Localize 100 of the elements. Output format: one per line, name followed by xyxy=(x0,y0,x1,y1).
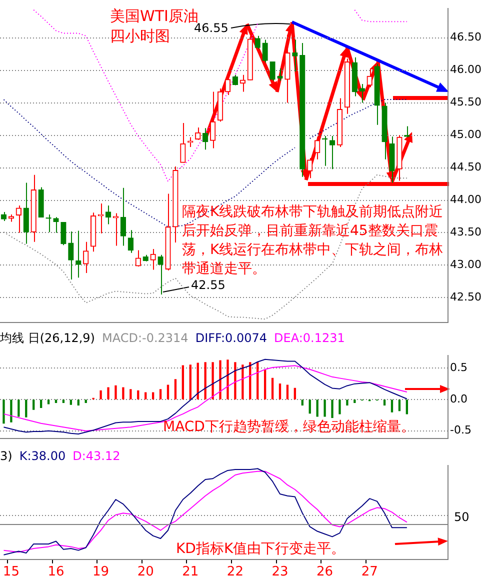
annotation: 隔夜K线跌破布林带下轨触及前期低点附近后开始反弹，目前重新靠近45整数关口震荡，K线运行在布林带中、下轨之间，布林带通道走平。 xyxy=(182,203,444,279)
bar xyxy=(144,392,147,400)
bar xyxy=(130,389,132,400)
bar xyxy=(271,378,274,400)
candlestick xyxy=(53,216,59,234)
x-tick-label: 15 xyxy=(2,564,20,580)
candlestick xyxy=(366,68,372,88)
candlestick xyxy=(180,122,186,164)
bar xyxy=(40,400,42,408)
bar xyxy=(2,400,5,424)
y-tick-label: 43.50 xyxy=(450,226,482,239)
bar xyxy=(278,384,282,400)
bar xyxy=(107,387,110,400)
series-label: MACD:-0.2314 xyxy=(102,331,188,345)
candlestick xyxy=(210,91,216,149)
bar xyxy=(32,400,35,410)
candlestick xyxy=(105,204,112,225)
bar xyxy=(189,364,192,400)
bar xyxy=(70,400,72,405)
bar xyxy=(77,400,80,406)
candlestick xyxy=(76,230,82,278)
series-label: DIFF:0.0074 xyxy=(195,331,268,345)
bar xyxy=(316,400,318,417)
y-tick-label: -0.5 xyxy=(450,424,472,437)
y-tick-label: 42.50 xyxy=(450,290,482,304)
text: D:43.12 xyxy=(72,449,120,463)
annotation: 42.55 xyxy=(191,278,226,292)
y-tick-label: 44.50 xyxy=(450,160,482,174)
bar xyxy=(331,400,334,418)
candlestick xyxy=(60,222,66,246)
bar xyxy=(47,400,50,404)
x-tick-label: 21 xyxy=(182,564,199,580)
candlestick xyxy=(150,248,156,270)
bar xyxy=(84,400,87,403)
annotation: MACD下行趋势暂缓，绿色动能柱缩量。 xyxy=(163,418,416,437)
bar xyxy=(204,362,206,400)
candlestick xyxy=(120,187,126,246)
bar xyxy=(219,360,222,400)
x-tick-label: 27 xyxy=(361,564,378,580)
chart-title: 美国WTI原油 xyxy=(110,6,198,25)
bar xyxy=(398,400,401,412)
bar xyxy=(390,400,394,412)
bar xyxy=(264,370,266,400)
legend-title: 均线 日(26,12,9) xyxy=(0,331,95,345)
candlestick xyxy=(128,230,134,254)
bar xyxy=(212,362,214,400)
x-tick-label: 22 xyxy=(226,564,244,580)
bar xyxy=(338,400,341,414)
bar xyxy=(100,390,102,400)
bar xyxy=(10,400,12,422)
candlestick xyxy=(254,35,260,50)
candlestick xyxy=(16,204,22,234)
candlestick xyxy=(262,39,268,64)
x-tick-label: 23 xyxy=(272,564,288,580)
y-tick-label: 0.0 xyxy=(450,392,468,406)
candlestick xyxy=(158,254,164,295)
bar xyxy=(114,385,117,400)
bar xyxy=(152,392,154,400)
text: 四小时图 xyxy=(110,27,170,45)
bar xyxy=(182,365,184,400)
text: 50 xyxy=(454,510,470,524)
candlestick xyxy=(329,135,336,170)
bar xyxy=(137,390,140,400)
x-tick-label: 19 xyxy=(92,564,110,580)
y-tick-label: 46.50 xyxy=(450,30,482,44)
y-tick-label: 45.00 xyxy=(450,128,482,142)
candlestick xyxy=(307,158,313,179)
y-tick-label: 45.50 xyxy=(450,96,482,109)
bar xyxy=(383,400,386,406)
candlestick xyxy=(0,211,7,222)
bar xyxy=(18,400,20,417)
candlestick xyxy=(240,74,246,92)
candlestick xyxy=(195,126,201,140)
candlestick xyxy=(292,39,298,72)
bar xyxy=(354,400,356,403)
annotation: KD指标K值由下行变走平。 xyxy=(176,540,346,559)
y-tick-label: 46.00 xyxy=(450,63,482,76)
y-tick-label: 43.00 xyxy=(450,258,482,272)
candlestick xyxy=(224,76,231,96)
bar xyxy=(174,379,177,400)
x-tick-label: 26 xyxy=(316,564,334,580)
bar xyxy=(406,400,408,414)
bar xyxy=(159,389,162,400)
bar xyxy=(234,362,236,400)
bar xyxy=(308,400,311,414)
bar xyxy=(286,384,289,400)
candlestick xyxy=(359,83,365,104)
bar xyxy=(54,400,58,403)
bar xyxy=(166,384,170,400)
legend-title: 3) xyxy=(0,449,12,463)
candlestick xyxy=(314,136,320,160)
candlestick xyxy=(270,61,276,82)
candlestick xyxy=(83,241,89,274)
bar xyxy=(25,400,28,418)
bar xyxy=(122,387,124,400)
bar xyxy=(62,400,65,403)
y-tick-label: 44.00 xyxy=(450,193,482,206)
candlestick xyxy=(23,182,29,244)
bar xyxy=(294,388,296,400)
y-tick-label: 0.5 xyxy=(450,361,468,374)
